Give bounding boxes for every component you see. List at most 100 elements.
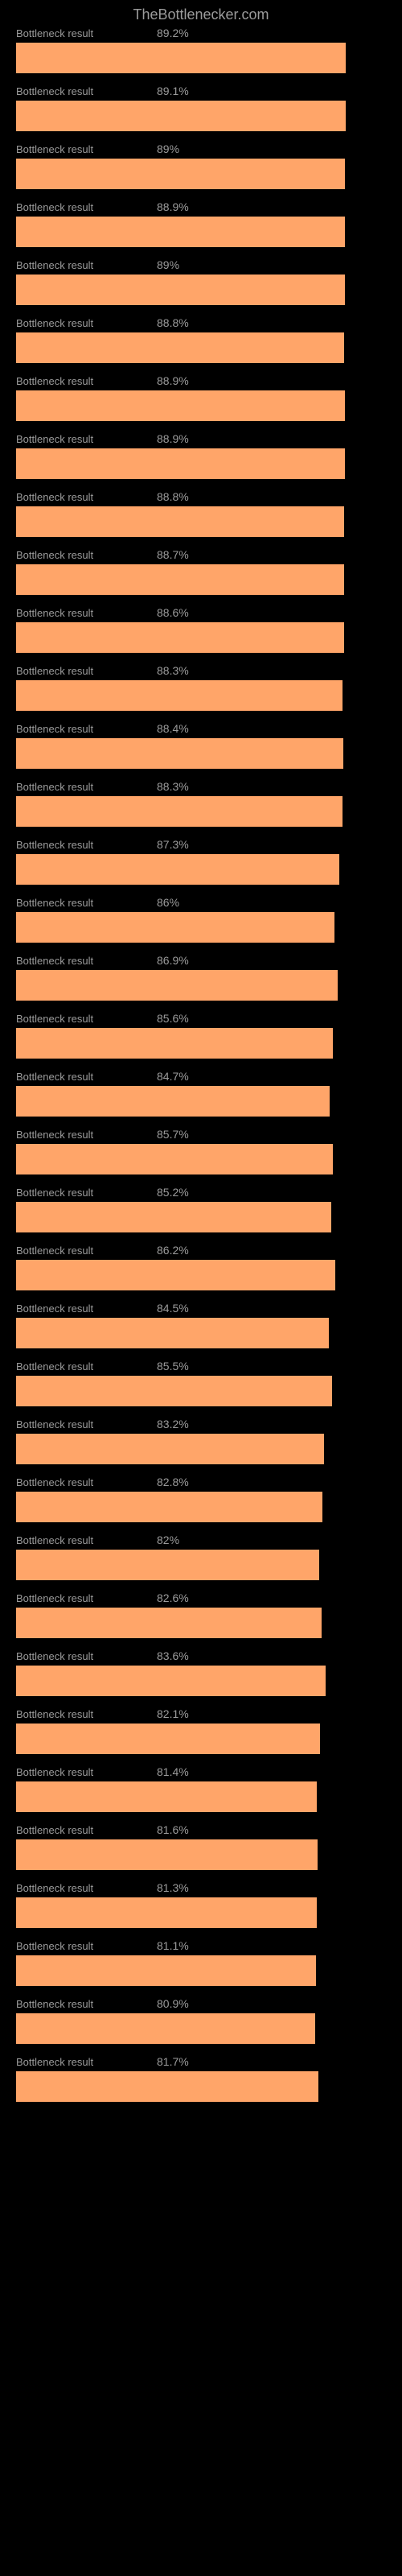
chart-row-header: Bottleneck result85.6% (16, 1012, 386, 1025)
chart-bar-track (16, 680, 386, 711)
chart-bar-fill (16, 1492, 322, 1522)
chart-row-header: Bottleneck result80.9% (16, 1997, 386, 2010)
chart-bar-fill (16, 1318, 329, 1348)
chart-row: Bottleneck result83.2% (16, 1418, 386, 1464)
chart-row-value: 81.3% (157, 1881, 189, 1894)
chart-row-value: 85.6% (157, 1012, 189, 1025)
chart-bar-track (16, 43, 386, 73)
chart-row-value: 88.8% (157, 316, 189, 329)
chart-row-header: Bottleneck result82.8% (16, 1476, 386, 1488)
chart-row-label: Bottleneck result (16, 143, 157, 155)
chart-row: Bottleneck result88.3% (16, 664, 386, 711)
chart-bar-track (16, 796, 386, 827)
chart-row: Bottleneck result88.9% (16, 432, 386, 479)
chart-bar-fill (16, 1781, 317, 1812)
chart-row-label: Bottleneck result (16, 1940, 157, 1952)
chart-bar-track (16, 1897, 386, 1928)
chart-row-label: Bottleneck result (16, 549, 157, 561)
chart-bar-fill (16, 1144, 333, 1174)
chart-bar-fill (16, 1550, 319, 1580)
chart-row-value: 88.9% (157, 200, 189, 213)
chart-row-value: 82.6% (157, 1591, 189, 1604)
chart-row-value: 81.6% (157, 1823, 189, 1836)
chart-bar-fill (16, 1724, 320, 1754)
chart-bar-fill (16, 159, 345, 189)
chart-row-header: Bottleneck result89% (16, 258, 386, 271)
chart-row-label: Bottleneck result (16, 1013, 157, 1025)
chart-bar-fill (16, 1666, 326, 1696)
chart-bar-fill (16, 275, 345, 305)
chart-row-value: 87.3% (157, 838, 189, 851)
chart-row-label: Bottleneck result (16, 375, 157, 387)
chart-bar-fill (16, 1202, 331, 1232)
chart-row: Bottleneck result88.4% (16, 722, 386, 769)
chart-row: Bottleneck result85.6% (16, 1012, 386, 1059)
chart-bar-fill (16, 217, 345, 247)
chart-row-label: Bottleneck result (16, 1650, 157, 1662)
chart-bar-fill (16, 1376, 332, 1406)
chart-bar-track (16, 159, 386, 189)
chart-row-header: Bottleneck result88.8% (16, 490, 386, 503)
chart-bar-fill (16, 738, 343, 769)
chart-row: Bottleneck result88.3% (16, 780, 386, 827)
chart-row: Bottleneck result86.2% (16, 1244, 386, 1290)
chart-row-value: 89.1% (157, 85, 189, 97)
chart-row: Bottleneck result88.9% (16, 200, 386, 247)
chart-bar-track (16, 1492, 386, 1522)
chart-row: Bottleneck result88.8% (16, 316, 386, 363)
chart-bar-track (16, 2071, 386, 2102)
chart-bar-track (16, 1955, 386, 1986)
chart-bar-fill (16, 101, 346, 131)
chart-bar-fill (16, 43, 346, 73)
chart-row-label: Bottleneck result (16, 1418, 157, 1430)
chart-row-header: Bottleneck result82.1% (16, 1707, 386, 1720)
chart-row-header: Bottleneck result88.3% (16, 664, 386, 677)
chart-row-header: Bottleneck result81.4% (16, 1765, 386, 1778)
chart-row-value: 83.2% (157, 1418, 189, 1430)
chart-row-label: Bottleneck result (16, 955, 157, 967)
chart-row: Bottleneck result80.9% (16, 1997, 386, 2044)
chart-bar-track (16, 970, 386, 1001)
chart-row-label: Bottleneck result (16, 2056, 157, 2068)
chart-bar-track (16, 1724, 386, 1754)
chart-bar-fill (16, 1608, 322, 1638)
chart-row: Bottleneck result88.7% (16, 548, 386, 595)
chart-bar-fill (16, 854, 339, 885)
chart-bar-track (16, 390, 386, 421)
chart-row-label: Bottleneck result (16, 723, 157, 735)
chart-row-header: Bottleneck result88.8% (16, 316, 386, 329)
chart-row-value: 83.6% (157, 1649, 189, 1662)
chart-row-label: Bottleneck result (16, 1360, 157, 1373)
chart-row-header: Bottleneck result89.2% (16, 27, 386, 39)
chart-bar-fill (16, 1260, 335, 1290)
chart-row-value: 88.9% (157, 374, 189, 387)
chart-row-header: Bottleneck result86% (16, 896, 386, 909)
chart-row: Bottleneck result82.8% (16, 1476, 386, 1522)
chart-bar-track (16, 448, 386, 479)
chart-row-label: Bottleneck result (16, 1476, 157, 1488)
chart-row-label: Bottleneck result (16, 491, 157, 503)
chart-row-label: Bottleneck result (16, 85, 157, 97)
chart-row-header: Bottleneck result86.2% (16, 1244, 386, 1257)
chart-row-label: Bottleneck result (16, 1592, 157, 1604)
chart-row-label: Bottleneck result (16, 1302, 157, 1315)
chart-row: Bottleneck result84.7% (16, 1070, 386, 1117)
chart-bar-fill (16, 680, 343, 711)
chart-row-value: 89% (157, 258, 179, 271)
chart-row: Bottleneck result81.4% (16, 1765, 386, 1812)
chart-row-label: Bottleneck result (16, 201, 157, 213)
chart-row-header: Bottleneck result81.6% (16, 1823, 386, 1836)
page-header: TheBottlenecker.com (0, 0, 402, 27)
chart-bar-fill (16, 448, 345, 479)
chart-bar-fill (16, 1839, 318, 1870)
chart-row-header: Bottleneck result85.7% (16, 1128, 386, 1141)
chart-bar-track (16, 1144, 386, 1174)
chart-row-value: 82% (157, 1534, 179, 1546)
chart-row-label: Bottleneck result (16, 897, 157, 909)
chart-bar-fill (16, 2013, 315, 2044)
chart-row-value: 82.1% (157, 1707, 189, 1720)
chart-row-header: Bottleneck result84.7% (16, 1070, 386, 1083)
chart-bar-track (16, 912, 386, 943)
chart-row: Bottleneck result88.9% (16, 374, 386, 421)
chart-row-value: 88.4% (157, 722, 189, 735)
